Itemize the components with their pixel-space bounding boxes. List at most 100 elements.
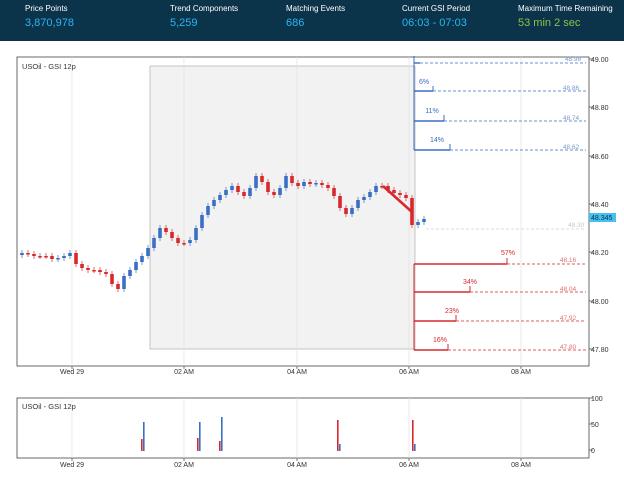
target-price-label: 48.62: [563, 144, 580, 151]
stat-label: Current GSI Period: [402, 4, 471, 13]
price-chart-svg[interactable]: USOil - GSI 12p 49.00 48.80 48.60 48.40 …: [0, 41, 624, 480]
candle-body: [248, 188, 252, 196]
candle-body: [170, 232, 174, 238]
candle-body: [422, 219, 426, 222]
candle-body: [98, 270, 102, 272]
target-price-label: 48.98: [565, 56, 582, 63]
volume-plot-frame: [16, 397, 590, 459]
volume-chart-legend: USOil - GSI 12p: [22, 402, 76, 411]
x-tick-label: 08 AM: [511, 462, 531, 469]
x-tick-label: 02 AM: [174, 462, 194, 469]
candle-body: [230, 186, 234, 190]
chart-area[interactable]: USOil - GSI 12p 49.00 48.80 48.60 48.40 …: [0, 41, 624, 480]
x-tick-label: Wed 29: [60, 462, 84, 469]
target-percent-label: 57%: [501, 250, 515, 257]
candle-body: [404, 195, 408, 198]
y-tick-label: 48.20: [591, 250, 609, 257]
candle-body: [356, 200, 360, 208]
y-tick-label: 48.00: [591, 299, 609, 306]
candle-body: [416, 222, 420, 225]
candle-body: [320, 183, 324, 185]
upside-target-levels: 48.98 6% 48.86 11% 48.74 14% 48.62: [413, 56, 586, 151]
candle-body: [392, 190, 396, 193]
target-percent-label: 16%: [433, 337, 447, 344]
stat-price-points: Price Points 3,870,978: [25, 4, 74, 30]
stat-max-time-remaining: Maximum Time Remaining 53 min 2 sec: [518, 4, 613, 30]
candle-body: [200, 215, 204, 228]
candle-body: [362, 197, 366, 200]
candle-body: [326, 185, 330, 188]
y-tick-label: 100: [591, 396, 603, 403]
candle-body: [110, 274, 114, 284]
candle-body: [50, 256, 54, 259]
candle-body: [32, 254, 36, 256]
candle-body: [344, 208, 348, 214]
stat-matching-events: Matching Events 686: [286, 4, 345, 30]
candle-body: [56, 258, 60, 260]
candle-body: [164, 228, 168, 232]
y-tick-label: 47.80: [591, 347, 609, 354]
volume-bars: [141, 417, 416, 451]
candle-body: [26, 253, 30, 255]
candle-body: [224, 190, 228, 195]
target-percent-label: 14%: [430, 137, 444, 144]
x-tick-label: 08 AM: [511, 369, 531, 376]
stat-value: 06:03 - 07:03: [402, 17, 467, 29]
candle-body: [302, 182, 306, 186]
target-price-label: 47.80: [560, 344, 577, 351]
candle-body: [332, 188, 336, 196]
target-percent-label: 34%: [463, 279, 477, 286]
x-tick-label: 06 AM: [399, 462, 419, 469]
candle-body: [242, 192, 246, 196]
candle-body: [350, 208, 354, 214]
candle-body: [266, 182, 270, 192]
y-tick-label: 48.40: [591, 202, 609, 209]
stat-label: Trend Components: [170, 4, 239, 13]
x-tick-label: 06 AM: [399, 369, 419, 376]
target-price-label: 48.04: [560, 286, 577, 293]
candle-body: [128, 270, 132, 276]
candle-body: [38, 256, 42, 258]
candle-body: [116, 284, 120, 289]
candle-body: [188, 240, 192, 243]
stat-current-gsi-period: Current GSI Period 06:03 - 07:03: [402, 4, 470, 30]
candle-body: [398, 193, 402, 195]
y-tick-label: 50: [591, 422, 599, 429]
target-percent-label: 6%: [419, 79, 429, 86]
stat-trend-components: Trend Components 5,259: [170, 4, 238, 30]
candle-body: [308, 182, 312, 184]
current-price-tag: [589, 213, 616, 222]
stat-value: 53 min 2 sec: [518, 17, 581, 29]
candle-body: [272, 192, 276, 195]
x-tick-label: 02 AM: [174, 369, 194, 376]
candle-body: [212, 200, 216, 206]
candle-body: [62, 256, 66, 258]
candle-body: [380, 186, 384, 188]
target-price-label: 48.74: [563, 115, 580, 122]
candle-body: [158, 228, 162, 238]
candle-body: [92, 270, 96, 272]
main-chart-legend: USOil - GSI 12p: [22, 62, 76, 71]
volume-x-axis: Wed 29 02 AM 04 AM 06 AM 08 AM: [60, 458, 531, 469]
candle-body: [338, 196, 342, 208]
candle-body: [182, 243, 186, 245]
candle-body: [152, 238, 156, 248]
x-tick-label: 04 AM: [287, 462, 307, 469]
y-tick-label: 48.60: [591, 154, 609, 161]
y-tick-label: 48.80: [591, 105, 609, 112]
mid-level-label: 48.30: [568, 222, 585, 229]
candle-body: [68, 253, 72, 256]
stats-bar: Price Points 3,870,978 Trend Components …: [0, 0, 624, 41]
x-tick-label: 04 AM: [287, 369, 307, 376]
y-axis: 49.00 48.80 48.60 48.40 48.20 48.00 47.8…: [589, 57, 609, 354]
candle-body: [74, 253, 78, 264]
volume-y-axis: 100 50 0: [589, 396, 603, 455]
stat-label: Matching Events: [286, 4, 346, 13]
candle-body: [146, 248, 150, 256]
candle-body: [140, 256, 144, 262]
candle-body: [314, 183, 318, 185]
candle-body: [254, 176, 258, 188]
candle-body: [218, 195, 222, 200]
stat-label: Price Points: [25, 4, 68, 13]
current-price-value: 48.345: [591, 215, 613, 222]
